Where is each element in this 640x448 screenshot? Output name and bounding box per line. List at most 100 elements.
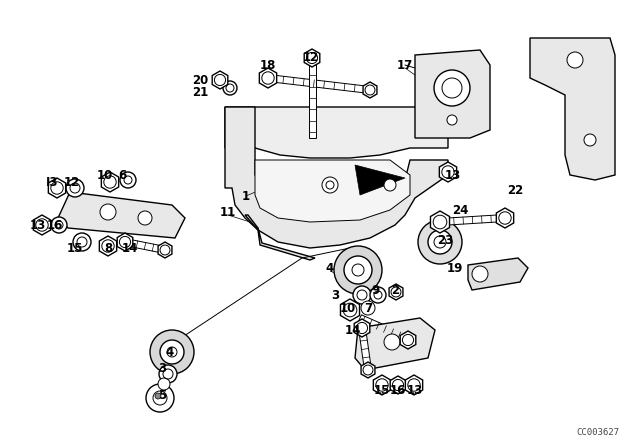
Circle shape	[150, 330, 194, 374]
Circle shape	[158, 378, 170, 390]
Polygon shape	[389, 284, 403, 300]
Text: I3: I3	[45, 176, 58, 189]
Circle shape	[100, 204, 116, 220]
Text: 20: 20	[192, 73, 208, 86]
Polygon shape	[439, 162, 457, 182]
Circle shape	[428, 230, 452, 254]
Text: 15: 15	[67, 241, 83, 254]
Text: 10: 10	[97, 168, 113, 181]
Text: 14: 14	[122, 241, 138, 254]
Polygon shape	[245, 215, 315, 260]
Text: 6: 6	[118, 168, 126, 181]
Circle shape	[567, 52, 583, 68]
Circle shape	[370, 287, 386, 303]
Text: 18: 18	[260, 59, 276, 72]
Text: 1: 1	[242, 190, 250, 202]
Text: 8: 8	[104, 241, 112, 254]
Text: 16: 16	[47, 219, 63, 232]
Text: 16: 16	[390, 383, 406, 396]
Text: 3: 3	[331, 289, 339, 302]
Polygon shape	[158, 242, 172, 258]
Polygon shape	[225, 107, 448, 248]
Polygon shape	[225, 107, 448, 158]
Polygon shape	[530, 38, 615, 180]
Polygon shape	[361, 362, 375, 378]
Circle shape	[384, 179, 396, 191]
Polygon shape	[58, 192, 185, 238]
Circle shape	[155, 393, 161, 399]
Text: 4: 4	[326, 262, 334, 275]
Polygon shape	[101, 172, 118, 192]
Polygon shape	[340, 299, 360, 321]
Polygon shape	[49, 178, 66, 198]
Polygon shape	[212, 71, 228, 89]
Text: 2: 2	[391, 284, 399, 297]
Circle shape	[322, 177, 338, 193]
Circle shape	[138, 211, 152, 225]
Polygon shape	[440, 215, 505, 225]
Text: 13: 13	[30, 219, 46, 232]
Text: 12: 12	[64, 176, 80, 189]
Polygon shape	[497, 208, 514, 228]
Circle shape	[146, 384, 174, 412]
Text: 3: 3	[158, 362, 166, 375]
Text: 22: 22	[507, 184, 523, 197]
Circle shape	[51, 217, 67, 233]
Text: 9: 9	[371, 284, 379, 297]
Circle shape	[384, 334, 400, 350]
Text: 4: 4	[166, 345, 174, 358]
Text: 17: 17	[397, 59, 413, 72]
Polygon shape	[373, 375, 390, 395]
Circle shape	[66, 179, 84, 197]
Text: 13: 13	[445, 168, 461, 181]
Circle shape	[584, 134, 596, 146]
Circle shape	[73, 233, 91, 251]
Text: 15: 15	[374, 383, 390, 396]
Text: CC003627: CC003627	[577, 427, 620, 436]
Polygon shape	[117, 233, 132, 251]
Polygon shape	[390, 376, 406, 394]
Polygon shape	[99, 236, 116, 256]
Circle shape	[353, 286, 371, 304]
Polygon shape	[33, 215, 51, 235]
Polygon shape	[354, 319, 370, 337]
Circle shape	[447, 115, 457, 125]
Polygon shape	[400, 331, 416, 349]
Polygon shape	[268, 74, 371, 94]
Circle shape	[160, 340, 184, 364]
Text: 23: 23	[437, 233, 453, 246]
Text: 12: 12	[303, 51, 319, 64]
Polygon shape	[363, 82, 377, 98]
Circle shape	[434, 70, 470, 106]
Polygon shape	[259, 68, 276, 88]
Circle shape	[418, 220, 462, 264]
Text: 13: 13	[407, 383, 423, 396]
Circle shape	[361, 301, 375, 315]
Circle shape	[223, 81, 237, 95]
Text: 14: 14	[345, 323, 361, 336]
Polygon shape	[431, 211, 449, 233]
Polygon shape	[355, 318, 435, 370]
Polygon shape	[415, 50, 490, 138]
Polygon shape	[124, 239, 166, 254]
Polygon shape	[308, 58, 316, 138]
Text: 19: 19	[447, 262, 463, 275]
Polygon shape	[468, 258, 528, 290]
Circle shape	[159, 365, 177, 383]
Text: 7: 7	[364, 302, 372, 314]
Polygon shape	[358, 315, 412, 343]
Text: 24: 24	[452, 203, 468, 216]
Text: 5: 5	[158, 388, 166, 401]
Polygon shape	[358, 327, 371, 370]
Polygon shape	[304, 49, 320, 67]
Text: 21: 21	[192, 86, 208, 99]
Circle shape	[344, 256, 372, 284]
Circle shape	[120, 172, 136, 188]
Polygon shape	[405, 375, 422, 395]
Circle shape	[472, 266, 488, 282]
Text: 10: 10	[340, 302, 356, 314]
Text: 11: 11	[220, 206, 236, 219]
Polygon shape	[355, 165, 405, 195]
Polygon shape	[255, 160, 410, 222]
Circle shape	[334, 246, 382, 294]
